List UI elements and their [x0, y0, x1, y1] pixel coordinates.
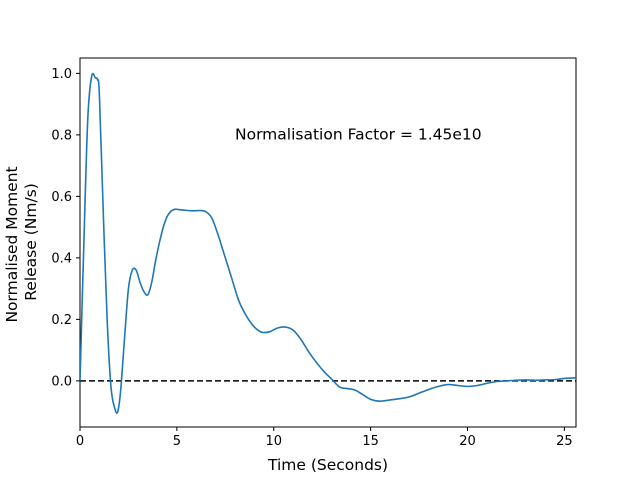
- x-axis-label: Time (Seconds): [267, 456, 388, 474]
- x-tick-label: 20: [459, 434, 476, 449]
- x-tick-label: 0: [76, 434, 84, 449]
- normalisation-factor-annotation: Normalisation Factor = 1.45e10: [235, 125, 482, 143]
- series-line-0: [80, 72, 576, 414]
- y-axis-label-line-1: Normalised Moment: [3, 166, 21, 322]
- y-tick-label: 1.0: [51, 67, 72, 82]
- y-axis-label: Normalised Moment Release (Nm/s): [3, 161, 40, 322]
- y-tick-label: 0.4: [51, 251, 72, 266]
- y-tick-label: 0.2: [51, 313, 72, 328]
- y-tick-label: 0.0: [51, 374, 72, 389]
- x-tick-label: 10: [265, 434, 282, 449]
- x-tick-label: 15: [362, 434, 379, 449]
- y-tick-label: 0.6: [51, 190, 72, 205]
- x-tick-label: 25: [556, 434, 573, 449]
- x-tick-label: 5: [173, 434, 181, 449]
- y-tick-label: 0.8: [51, 128, 72, 143]
- y-axis-label-line-2: Release (Nm/s): [22, 183, 40, 301]
- plot-area: [79, 57, 577, 428]
